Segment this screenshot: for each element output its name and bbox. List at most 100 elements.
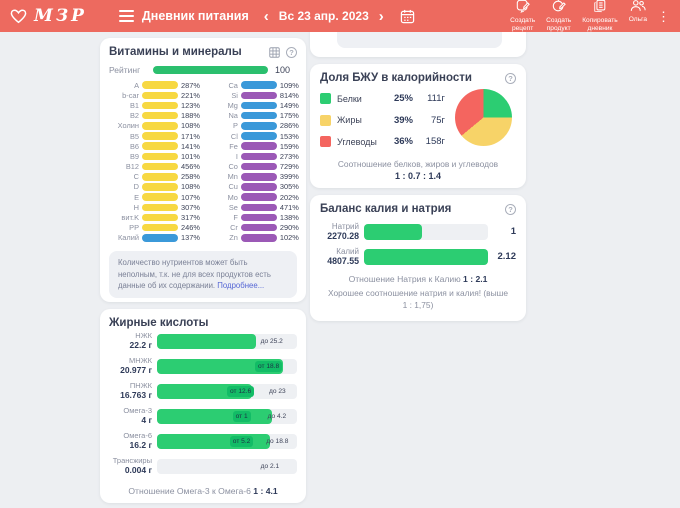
vitamin-bar <box>142 122 178 130</box>
vitamin-row: H 307% <box>109 202 200 212</box>
mineral-label: Si <box>231 90 238 100</box>
mineral-row: P 286% <box>208 121 299 131</box>
fatty-acid-name: МНЖК <box>129 356 152 366</box>
vitamin-percent: 317% <box>181 213 200 223</box>
vitamin-percent: 107% <box>181 192 200 202</box>
vitamin-label: Холин <box>117 121 139 131</box>
vitamin-percent: 287% <box>181 80 200 90</box>
vitamin-bar <box>142 101 178 110</box>
mineral-label: Cu <box>228 182 238 192</box>
vitamins-note-text: Количество нутриентов может быть неполны… <box>118 258 271 291</box>
vitamin-label: B12 <box>125 162 139 172</box>
vitamin-bar <box>142 111 178 120</box>
vitamin-percent: 137% <box>181 233 200 243</box>
app-logo[interactable]: МЗР <box>10 6 87 26</box>
mineral-label: P <box>232 121 238 131</box>
fatty-acid-track: от 1 до 4.2 <box>157 409 297 424</box>
omega-ratio-footer: Отношение Омега-3 к Омега-6 1 : 4.1 <box>109 486 297 496</box>
fatty-acid-amount: 16.763 г <box>120 389 152 400</box>
vitamin-row: A 287% <box>109 80 200 90</box>
legend-row: Жиры 39% 75г <box>320 110 445 132</box>
vitamin-label: H <box>133 202 139 212</box>
fatty-acids-card: Жирные кислоты НЖК 22.2 г до 25.2 <box>100 309 306 503</box>
vitamins-minerals-card: Витамины и минералы ? Рейтинг 100 <box>100 38 306 302</box>
vitamin-percent: 188% <box>181 111 200 121</box>
mineral-percent: 159% <box>279 141 299 151</box>
vitamin-percent: 108% <box>181 121 200 131</box>
sodium-potassium-card: Баланс калия и натрия ? Натрий 2270.28 1 <box>310 195 526 321</box>
mineral-bar <box>240 122 277 130</box>
balance-rows: Натрий 2270.28 1 Калий 4807.55 <box>320 219 516 269</box>
table-view-icon[interactable] <box>269 46 280 58</box>
vitamin-row: b-car 221% <box>109 90 200 100</box>
balance-help-icon[interactable]: ? <box>505 203 516 215</box>
calendar-icon[interactable] <box>400 9 415 24</box>
mineral-percent: 138% <box>279 213 299 223</box>
fatty-acid-fill <box>157 334 257 349</box>
mineral-bar <box>240 203 277 212</box>
create-product-label: Создать продукт <box>546 16 572 32</box>
create-recipe-button[interactable]: Создать рецепт <box>510 0 535 33</box>
fatty-acid-min-chip: от 18.8 <box>255 361 283 372</box>
mineral-bar <box>240 132 277 140</box>
current-date[interactable]: Вс 23 апр. 2023 <box>278 9 369 23</box>
vitamin-label: E <box>134 192 139 202</box>
user-menu-button[interactable]: Ольга <box>629 0 647 24</box>
sodium-potassium-ratio-label: Отношение Натрия к Калию <box>348 274 461 284</box>
fatty-acid-name: НЖК <box>135 331 152 341</box>
balance-row: Калий 4807.55 2.12 <box>320 244 516 269</box>
chevron-left-icon[interactable]: ‹ <box>263 7 269 25</box>
sodium-potassium-ratio: Отношение Натрия к Калию 1 : 2.1 <box>320 274 516 284</box>
fatty-acid-row: Омега-3 4 г от 1 до 4.2 <box>109 404 297 429</box>
copy-diary-button[interactable]: Копировать дневник <box>582 0 618 33</box>
mineral-label: Fe <box>229 141 238 151</box>
fatty-acid-name: ПНЖК <box>129 381 152 391</box>
mineral-percent: 305% <box>279 182 299 192</box>
mineral-bar <box>240 101 277 110</box>
vitamin-row: B12 456% <box>109 162 200 172</box>
vitamins-help-icon[interactable]: ? <box>286 46 297 58</box>
rating-bar <box>153 66 268 74</box>
vitamin-row: вит.K 317% <box>109 212 200 222</box>
mineral-bar <box>240 183 277 191</box>
mineral-percent: 471% <box>279 202 299 212</box>
more-options-icon[interactable]: ⋮ <box>657 8 670 24</box>
legend-grams: 158г <box>425 136 445 148</box>
vitamin-row: E 107% <box>109 192 200 202</box>
fatty-acid-name: Трансжиры <box>112 456 152 466</box>
fatty-acids-title: Жирные кислоты <box>109 317 209 329</box>
mineral-row: Mo 202% <box>208 192 299 202</box>
legend-name: Углеводы <box>337 136 377 147</box>
mineral-label: Cr <box>230 223 238 233</box>
mineral-row: Cl 153% <box>208 131 299 141</box>
mineral-row: I 273% <box>208 151 299 161</box>
user-icon <box>630 0 646 15</box>
mineral-row: Mg 149% <box>208 100 299 110</box>
fatty-acid-max-label: до 25.2 <box>260 338 283 345</box>
more-details-link[interactable]: Подробнее... <box>217 281 265 291</box>
fatty-acid-amount: 16.2 г <box>129 439 152 450</box>
mineral-bar <box>240 162 277 171</box>
balance-track <box>364 223 488 240</box>
vitamin-label: B5 <box>129 131 139 141</box>
vitamin-bar <box>142 203 178 212</box>
balance-fill <box>364 223 423 240</box>
bju-legend: Белки 25% 111г Жиры 39% 75г Углеводы <box>320 86 445 153</box>
vitamins-left-column: A 287% b-car 221% B1 123% <box>109 80 200 243</box>
balance-ratio: 2.12 <box>497 251 517 262</box>
bju-help-icon[interactable]: ? <box>505 72 516 84</box>
create-product-button[interactable]: Создать продукт <box>546 0 571 33</box>
mineral-bar <box>240 142 277 150</box>
mineral-row: Co 729% <box>208 162 298 172</box>
vitamin-row: B1 123% <box>109 100 200 110</box>
chevron-right-icon[interactable]: › <box>378 7 384 25</box>
fatty-acid-track: до 25.2 <box>157 334 297 349</box>
mineral-name: Натрий <box>331 221 359 231</box>
fatty-acid-amount: 0.004 г <box>124 464 152 475</box>
fatty-acid-track: от 5.2 до 18.8 <box>157 434 297 449</box>
menu-icon[interactable] <box>118 10 134 22</box>
vitamin-bar <box>142 193 178 201</box>
vitamin-bar <box>142 162 178 171</box>
vitamin-percent: 456% <box>181 162 200 172</box>
